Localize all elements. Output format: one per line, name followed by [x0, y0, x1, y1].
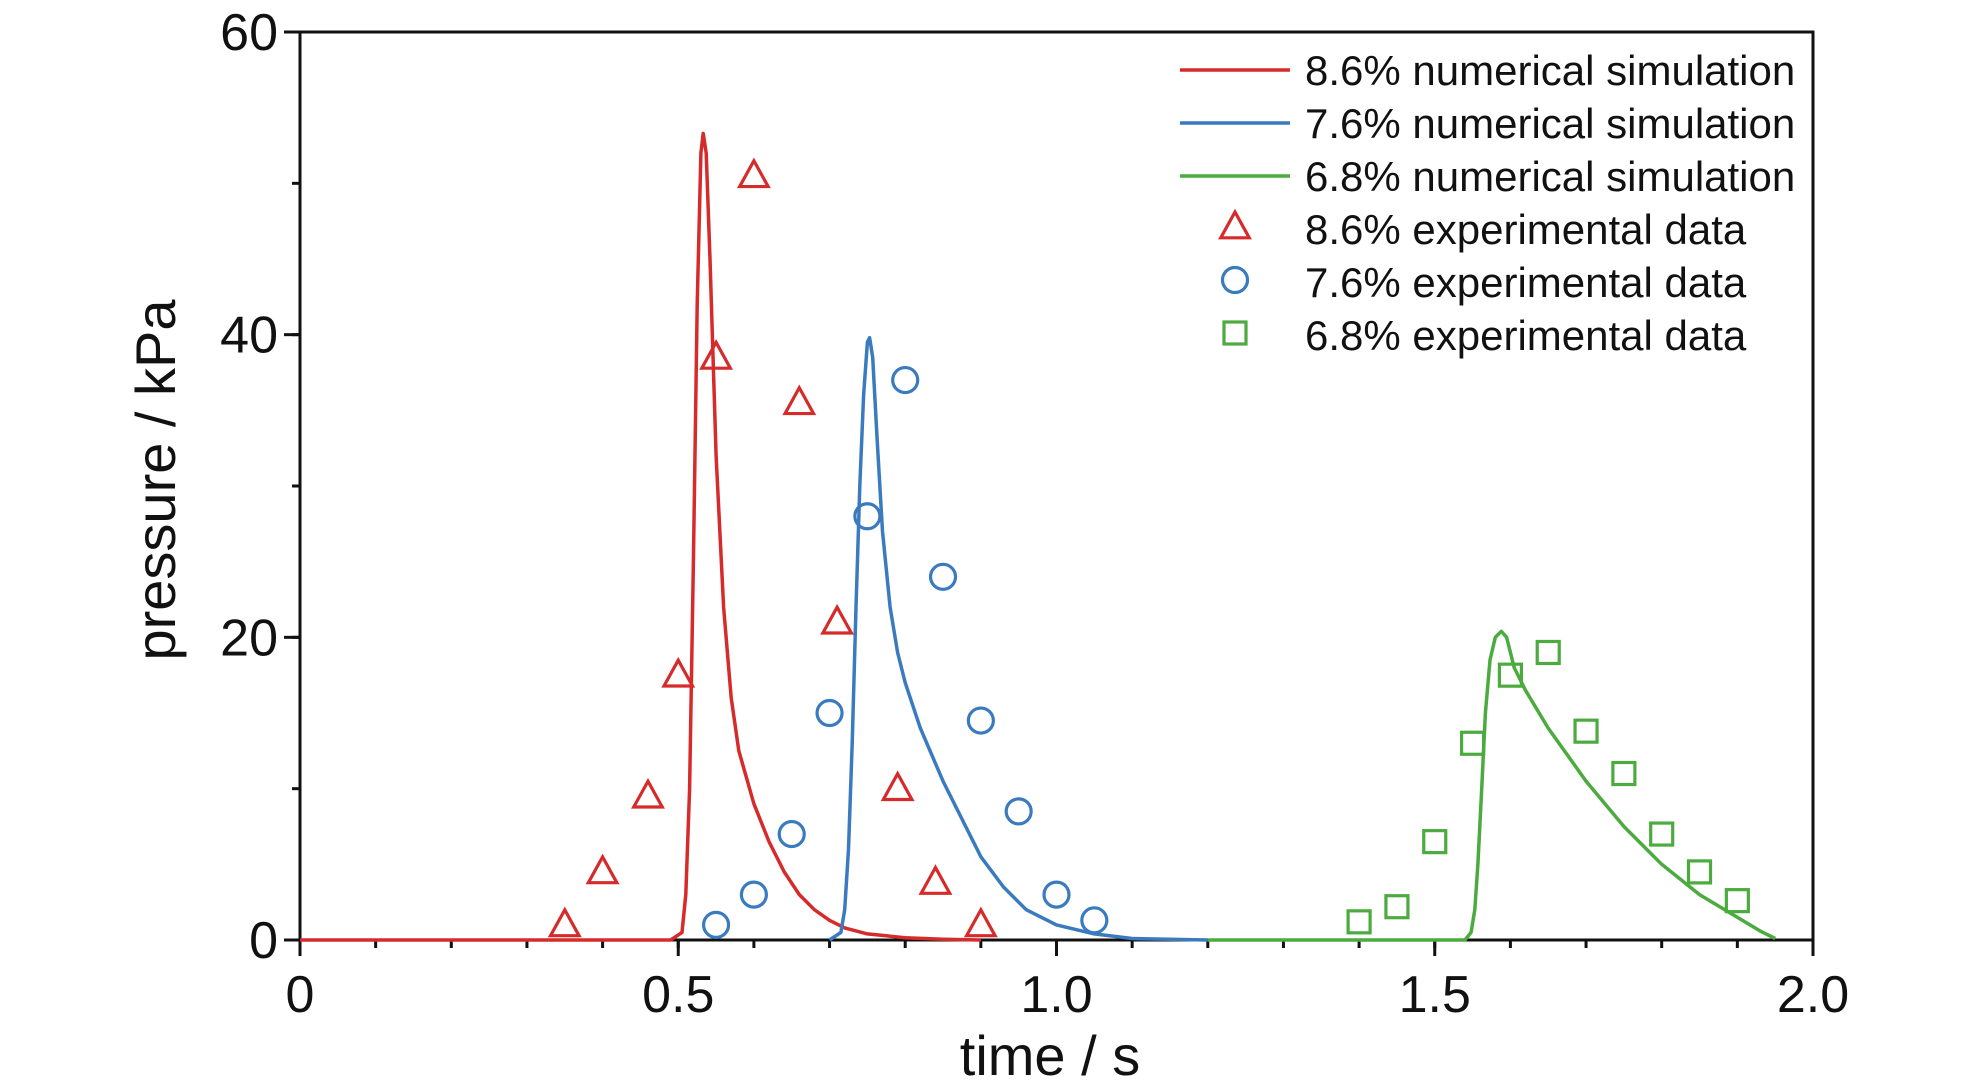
legend-label: 8.6% experimental data [1305, 206, 1747, 253]
legend-item: 8.6% experimental data [1218, 206, 1747, 253]
data-point [853, 502, 882, 531]
data-point [1686, 859, 1713, 885]
data-point [1346, 909, 1372, 935]
series-layer [300, 131, 1776, 942]
legend-item: 7.6% numerical simulation [1180, 100, 1795, 147]
legend-item: 8.6% numerical simulation [1180, 47, 1795, 94]
data-point [1497, 662, 1524, 688]
series-line [1207, 629, 1776, 942]
x-tick-label: 1.0 [1020, 966, 1092, 1024]
data-point [736, 157, 771, 189]
data-point [631, 777, 665, 809]
data-point [1649, 821, 1675, 847]
legend-swatch [1218, 208, 1252, 240]
data-point [1042, 880, 1071, 909]
x-tick-label: 1.5 [1399, 966, 1471, 1024]
data-point [820, 603, 855, 635]
data-point [880, 770, 915, 802]
series-line [300, 131, 981, 942]
data-point [782, 384, 817, 416]
x-tick-label: 2.0 [1777, 966, 1849, 1024]
legend-item: 7.6% experimental data [1220, 259, 1747, 306]
data-point [891, 365, 920, 395]
data-point [963, 906, 998, 938]
data-point [1459, 730, 1486, 756]
legend-item: 6.8% experimental data [1222, 312, 1747, 359]
data-point [1724, 888, 1750, 914]
y-tick-label: 60 [220, 4, 278, 62]
series-4 [547, 157, 998, 938]
data-point [1573, 718, 1599, 744]
data-point [918, 864, 953, 895]
y-tick-label: 0 [249, 912, 278, 970]
data-point [701, 910, 731, 939]
y-axis-label: pressure / kPa [124, 299, 187, 661]
series-3 [1207, 629, 1776, 942]
data-point [699, 339, 734, 370]
axes: 0 0.5 1.0 1.5 2.0 0 20 40 60 [220, 4, 1849, 1024]
data-point [1384, 894, 1410, 920]
legend-label: 6.8% experimental data [1305, 312, 1747, 359]
x-axis-label: time / s [960, 1024, 1140, 1087]
data-point [928, 562, 958, 591]
data-point [1422, 829, 1448, 855]
series-1 [300, 131, 981, 942]
data-point [815, 698, 844, 728]
data-point [777, 819, 806, 849]
y-tick-label: 20 [220, 609, 278, 667]
legend-label: 8.6% numerical simulation [1305, 47, 1795, 94]
legend-swatch [1220, 265, 1250, 295]
data-point [1080, 906, 1109, 935]
x-tick-label: 0 [286, 966, 315, 1024]
data-point [1611, 760, 1637, 787]
series-6 [1346, 639, 1750, 935]
x-tick-label: 0.5 [642, 966, 714, 1024]
data-point [585, 853, 620, 885]
series-5 [701, 365, 1109, 939]
data-point [1004, 797, 1033, 826]
legend-label: 7.6% experimental data [1305, 259, 1747, 306]
legend-label: 7.6% numerical simulation [1305, 100, 1795, 147]
data-point [1535, 639, 1561, 666]
data-point [547, 906, 582, 938]
legend-swatch [1222, 320, 1248, 346]
y-tick-label: 40 [220, 307, 278, 365]
data-point [661, 656, 696, 688]
series-2 [828, 335, 1208, 942]
data-point [966, 706, 995, 735]
legend-item: 6.8% numerical simulation [1180, 153, 1795, 200]
data-point [739, 880, 769, 909]
series-line [828, 335, 1208, 942]
legend: 8.6% numerical simulation 7.6% numerical … [1180, 47, 1795, 359]
legend-label: 6.8% numerical simulation [1305, 153, 1795, 200]
